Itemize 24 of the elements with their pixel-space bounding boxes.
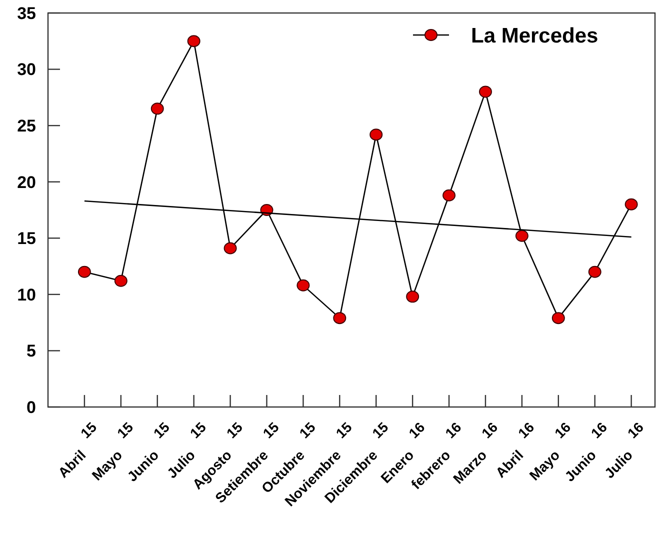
point: [296, 279, 310, 292]
y-tick-label: 20: [17, 172, 36, 192]
point: [333, 312, 346, 324]
y-tick-label: 15: [17, 229, 36, 248]
point: [442, 189, 456, 202]
y-tick-label: 30: [17, 60, 36, 80]
point: [114, 274, 128, 287]
y-tick-label: 5: [26, 342, 36, 361]
point: [78, 266, 91, 278]
y-tick-label: 0: [26, 398, 36, 417]
point: [370, 128, 383, 141]
point: [224, 242, 237, 254]
point: [588, 266, 602, 278]
y-tick-label: 35: [17, 4, 36, 23]
point: [515, 230, 528, 242]
point: [624, 198, 638, 210]
legend-label: La Mercedes: [471, 24, 598, 48]
point: [552, 312, 565, 324]
point: [187, 35, 200, 48]
y-tick-label: 25: [17, 116, 36, 136]
point: [478, 86, 492, 98]
point: [406, 290, 420, 303]
y-tick-label: 10: [17, 285, 36, 304]
point: [150, 102, 164, 115]
